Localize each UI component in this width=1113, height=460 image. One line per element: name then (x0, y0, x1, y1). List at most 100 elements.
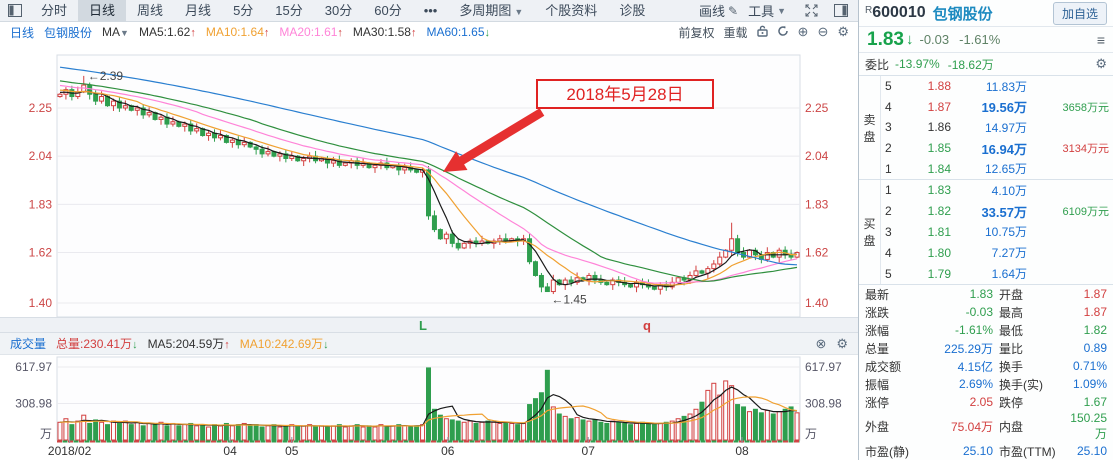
ma-selector[interactable]: MA▼ (102, 25, 129, 39)
quote-panel: R 600010 包钢股份 加自选 1.83 ↓ -0.03 -1.61% ≡ … (858, 0, 1113, 460)
tab-分时[interactable]: 分时 (41, 2, 68, 18)
volume-chart-canvas[interactable]: 617.97 617.97 308.98 308.98 万 万 (0, 355, 858, 443)
list-menu-icon[interactable]: ≡ (1096, 31, 1105, 48)
refresh-icon[interactable] (777, 25, 789, 40)
chevron-down-icon: ▼ (777, 5, 786, 16)
date-axis-label: 08 (735, 444, 749, 458)
stock-code: 600010 (872, 4, 926, 21)
tab-日线[interactable]: 日线 (78, 0, 127, 22)
order-volume: 14.97万 (984, 120, 1027, 135)
tab-5分[interactable]: 5分 (233, 2, 254, 18)
stat-row: 振幅 2.69% 换手(实) 1.09% (865, 377, 1107, 392)
signal-marker-L: L (419, 318, 427, 333)
ma-value: MA5:1.62↑ (138, 25, 196, 39)
ma-value: MA30:1.58↑ (352, 25, 417, 39)
tab-月线[interactable]: 月线 (185, 2, 212, 18)
weibi-settings-gear-icon[interactable]: ⚙ (1095, 56, 1107, 71)
svg-text:1.62: 1.62 (805, 246, 829, 260)
volume-settings-gear-icon[interactable]: ⚙ (836, 335, 848, 351)
stat-row: 涨跌 -0.03 最高 1.87 (865, 305, 1107, 320)
date-axis-label: 04 (223, 444, 237, 458)
order-book-row[interactable]: 2 1.82 33.57万 6109万元 (881, 201, 1113, 222)
stat-row: 总量 225.29万 量比 0.89 (865, 341, 1107, 356)
stock-name-link[interactable]: 包钢股份 (44, 25, 93, 40)
order-book-row[interactable]: 3 1.81 10.75万 (885, 224, 1027, 240)
price-change-percent: -1.61% (959, 32, 1001, 47)
market-flag: R (865, 4, 873, 16)
svg-text:308.98: 308.98 (805, 397, 842, 411)
order-book-row[interactable]: 5 1.79 1.64万 (885, 266, 1027, 282)
stat-row: 市盈(静) 25.10 市盈(TTM) 25.10 (865, 444, 1107, 459)
stat-row: 成交额 4.15亿 换手 0.71% (865, 359, 1107, 374)
ma-values-group: MA5:1.62↑ MA10:1.64↑ MA20:1.61↑ MA30:1.58↑ M… (129, 25, 490, 39)
order-book-row[interactable]: 4 1.80 7.27万 (885, 245, 1027, 261)
settings-gear-icon[interactable]: ⚙ (837, 24, 849, 39)
order-book-row[interactable]: 3 1.86 14.97万 (885, 120, 1027, 135)
svg-text:2.04: 2.04 (805, 149, 829, 163)
volume-values-group: 成交量 总量:230.41万↓ MA5:204.59万↑ MA10:242.69万↓ (0, 335, 329, 352)
period-toolbar: 分时 日线 周线 月线 5分 15分 30分 60分 ••• 多周期图 ▼ 个股资料 诊股 画线 ✎ 工… (0, 0, 858, 22)
zoom-out-icon[interactable]: ⊖ (817, 24, 829, 39)
signal-marker-q: q (643, 318, 651, 333)
order-volume: 4.10万 (991, 183, 1027, 198)
lock-icon[interactable] (756, 25, 768, 40)
forward-adjusted-button[interactable]: 前复权 (678, 25, 715, 40)
period-label[interactable]: 日线 (10, 25, 35, 40)
tools-label: 工具 (748, 4, 775, 19)
svg-text:←2.39: ←2.39 (88, 69, 124, 83)
zoom-in-icon[interactable]: ⊕ (797, 24, 809, 39)
svg-text:617.97: 617.97 (805, 360, 842, 374)
tab-15分[interactable]: 15分 (275, 2, 303, 18)
svg-text:1.40: 1.40 (805, 296, 829, 310)
price-chart-canvas[interactable]: 2.25 2.25 2.04 2.04 1.83 1.83 1.62 1.62 1.40 1.40… (0, 42, 858, 317)
svg-text:1.62: 1.62 (29, 246, 53, 260)
tab-诊股[interactable]: 诊股 (619, 2, 646, 18)
svg-text:1.83: 1.83 (29, 197, 53, 211)
svg-text:2018年5月28日: 2018年5月28日 (566, 85, 683, 104)
order-volume: 10.75万 (984, 225, 1027, 240)
volume-header-bar: 成交量 总量:230.41万↓ MA5:204.59万↑ MA10:242.69万↓ … (0, 333, 858, 355)
pencil-icon: ✎ (728, 3, 739, 18)
volume-value: 成交量 (10, 337, 47, 351)
price-down-arrow-icon: ↓ (905, 31, 914, 48)
add-watchlist-button[interactable]: 加自选 (1052, 1, 1107, 25)
order-book-row[interactable]: 2 1.85 16.94万 3134万元 (881, 138, 1113, 159)
tab-多周期图[interactable]: 多周期图 ▼ (459, 2, 524, 18)
close-indicator-icon[interactable]: ⊗ (815, 335, 827, 351)
sell-order-book: 卖盘 5 1.88 11.83万 4 1.87 19.56万 3658万元 3 1.86 14.9… (859, 76, 1113, 180)
stock-name[interactable]: 包钢股份 (932, 5, 993, 23)
svg-text:万: 万 (40, 427, 52, 441)
last-price: 1.83 (867, 28, 904, 50)
draw-line-button[interactable]: 画线 ✎ (699, 1, 738, 20)
volume-value: MA10:242.69万↓ (239, 337, 329, 351)
order-book-row[interactable]: 5 1.88 11.83万 (885, 79, 1027, 94)
tab-•••[interactable]: ••• (423, 2, 438, 18)
stat-row: 涨幅 -1.61% 最低 1.82 (865, 323, 1107, 338)
order-amount: 3658万元 (1062, 101, 1109, 114)
date-axis: 2018/02 04 05 06 07 08 (0, 443, 858, 460)
draw-line-label: 画线 (698, 4, 725, 19)
svg-text:1.40: 1.40 (29, 296, 53, 310)
order-book-row[interactable]: 4 1.87 19.56万 3658万元 (881, 97, 1113, 118)
reload-button[interactable]: 重载 (723, 25, 748, 40)
ma-value: MA10:1.64↑ (205, 25, 270, 39)
tab-个股资料[interactable]: 个股资料 (545, 2, 598, 18)
tab-周线[interactable]: 周线 (137, 2, 164, 18)
svg-text:2.04: 2.04 (29, 149, 53, 163)
price-change: -0.03 (919, 32, 950, 47)
tools-menu-button[interactable]: 工具 ▼ (748, 1, 786, 20)
panel-toggle-icon[interactable] (832, 3, 850, 19)
ma-info-bar: 日线 包钢股份 MA▼ MA5:1.62↑ MA10:1.64↑ MA20:1.61… (0, 22, 858, 42)
tab-60分[interactable]: 60分 (374, 2, 402, 18)
buy-order-book: 买盘 1 1.83 4.10万 2 1.82 33.57万 6109万元 3 1.81 10.75… (859, 180, 1113, 285)
volume-value: 总量:230.41万↓ (56, 337, 138, 351)
fullscreen-icon[interactable] (802, 3, 820, 19)
order-book-row[interactable]: 1 1.83 4.10万 (885, 183, 1027, 198)
toolbar-right-group: 画线 ✎ 工具 ▼ (699, 1, 858, 20)
tab-30分[interactable]: 30分 (324, 2, 353, 18)
layout-split-icon[interactable] (6, 3, 24, 19)
svg-text:2.25: 2.25 (805, 101, 829, 115)
order-book-row[interactable]: 1 1.84 12.65万 (885, 161, 1027, 177)
